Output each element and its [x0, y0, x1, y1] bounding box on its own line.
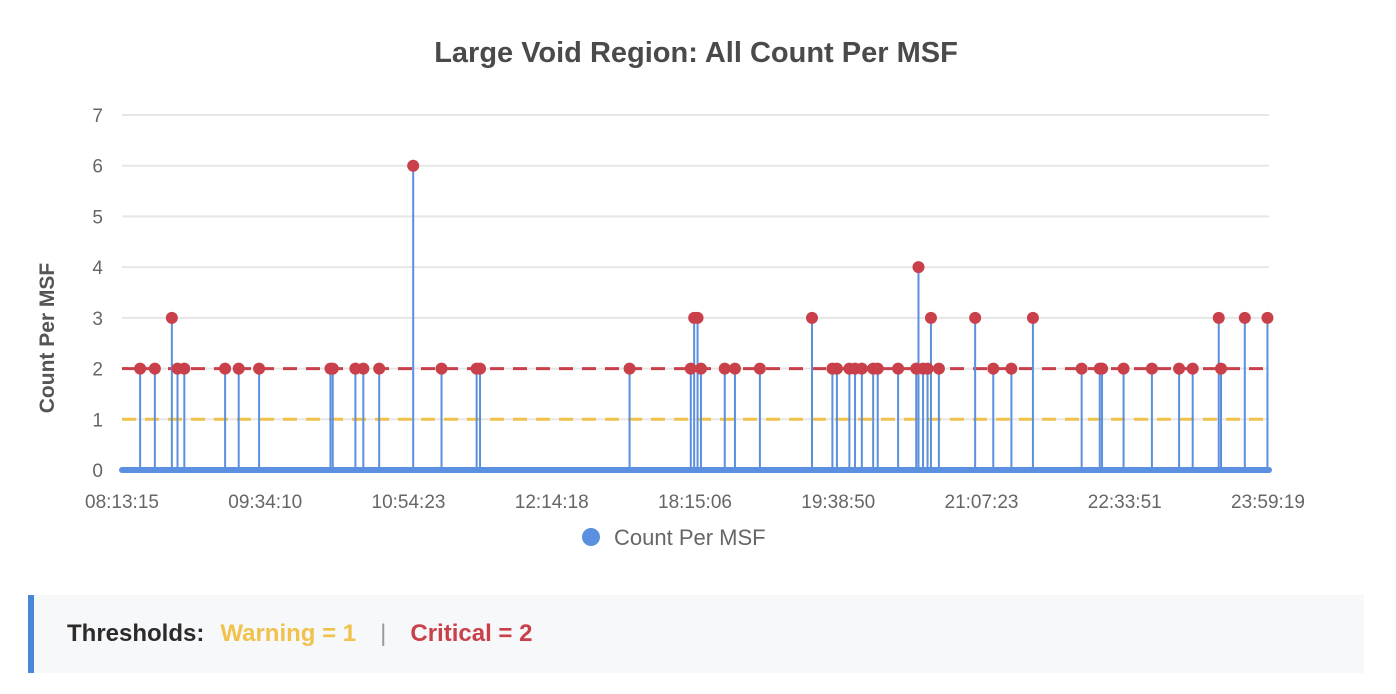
y-tick-labels: 0 1 2 3 4 5 6 7	[92, 106, 103, 482]
data-point[interactable]	[134, 362, 147, 375]
data-point[interactable]	[753, 362, 766, 375]
y-tick-label: 0	[92, 461, 103, 482]
legend[interactable]: Count Per MSF	[582, 525, 766, 550]
data-point[interactable]	[855, 362, 868, 375]
y-tick-label: 2	[92, 360, 103, 381]
y-tick-label: 7	[92, 106, 103, 127]
data-point[interactable]	[474, 362, 487, 375]
thresholds-panel: Thresholds: Warning = 1 | Critical = 2	[28, 595, 1364, 673]
data-point[interactable]	[178, 362, 191, 375]
data-point[interactable]	[326, 362, 339, 375]
data-point[interactable]	[892, 362, 905, 375]
x-tick-label: 09:34:10	[228, 492, 302, 513]
data-point[interactable]	[219, 362, 232, 375]
data-point[interactable]	[684, 362, 697, 375]
x-tick-label: 08:13:15	[85, 492, 159, 513]
data-point[interactable]	[694, 362, 707, 375]
data-point[interactable]	[718, 362, 731, 375]
data-point[interactable]	[924, 311, 937, 324]
data-point[interactable]	[1186, 362, 1199, 375]
data-point[interactable]	[1096, 362, 1109, 375]
y-tick-label: 1	[92, 410, 103, 431]
data-point[interactable]	[165, 311, 178, 324]
data-point[interactable]	[871, 362, 884, 375]
data-point[interactable]	[932, 362, 945, 375]
y-tick-label: 4	[92, 258, 103, 279]
legend-label: Count Per MSF	[614, 525, 766, 550]
data-point[interactable]	[921, 362, 934, 375]
data-point[interactable]	[1026, 311, 1039, 324]
data-point[interactable]	[1005, 362, 1018, 375]
data-point[interactable]	[253, 362, 266, 375]
threshold-separator: |	[380, 620, 387, 647]
data-point[interactable]	[232, 362, 245, 375]
data-point[interactable]	[969, 311, 982, 324]
data-point[interactable]	[728, 362, 741, 375]
y-tick-label: 6	[92, 157, 103, 178]
x-tick-label: 23:59:19	[1231, 492, 1305, 513]
data-point[interactable]	[912, 261, 925, 274]
data-point[interactable]	[1261, 311, 1274, 324]
y-tick-label: 3	[92, 309, 103, 330]
critical-threshold: Critical = 2	[410, 620, 533, 647]
data-point[interactable]	[623, 362, 636, 375]
data-point[interactable]	[1212, 311, 1225, 324]
thresholds-label: Thresholds:	[67, 620, 205, 647]
data-point[interactable]	[805, 311, 818, 324]
data-point[interactable]	[435, 362, 448, 375]
y-axis-label: Count Per MSF	[36, 263, 59, 414]
data-point[interactable]	[691, 311, 704, 324]
data-point[interactable]	[1145, 362, 1158, 375]
x-tick-label: 21:07:23	[945, 492, 1019, 513]
y-tick-label: 5	[92, 207, 103, 228]
legend-marker	[582, 528, 600, 546]
chart-title: Large Void Region: All Count Per MSF	[434, 37, 958, 69]
data-point[interactable]	[1173, 362, 1186, 375]
data-point[interactable]	[987, 362, 1000, 375]
data-point[interactable]	[1215, 362, 1228, 375]
data-point[interactable]	[1075, 362, 1088, 375]
data-point[interactable]	[830, 362, 843, 375]
data-point[interactable]	[1117, 362, 1130, 375]
data-points	[134, 159, 1274, 375]
x-tick-label: 22:33:51	[1088, 492, 1162, 513]
warning-threshold: Warning = 1	[220, 620, 357, 647]
threshold-lines	[122, 367, 1269, 421]
x-tick-label: 19:38:50	[801, 492, 875, 513]
x-tick-label: 12:14:18	[515, 492, 589, 513]
x-tick-label: 18:15:06	[658, 492, 732, 513]
chart: Large Void Region: All Count Per MSF 012…	[36, 37, 1305, 550]
data-point[interactable]	[407, 159, 420, 172]
x-tick-labels: 08:13:15 09:34:10 10:54:23 12:14:18 18:15:06…	[85, 492, 1305, 513]
data-point[interactable]	[1238, 311, 1251, 324]
data-point[interactable]	[148, 362, 161, 375]
data-point[interactable]	[357, 362, 370, 375]
data-point[interactable]	[373, 362, 386, 375]
x-tick-label: 10:54:23	[372, 492, 446, 513]
